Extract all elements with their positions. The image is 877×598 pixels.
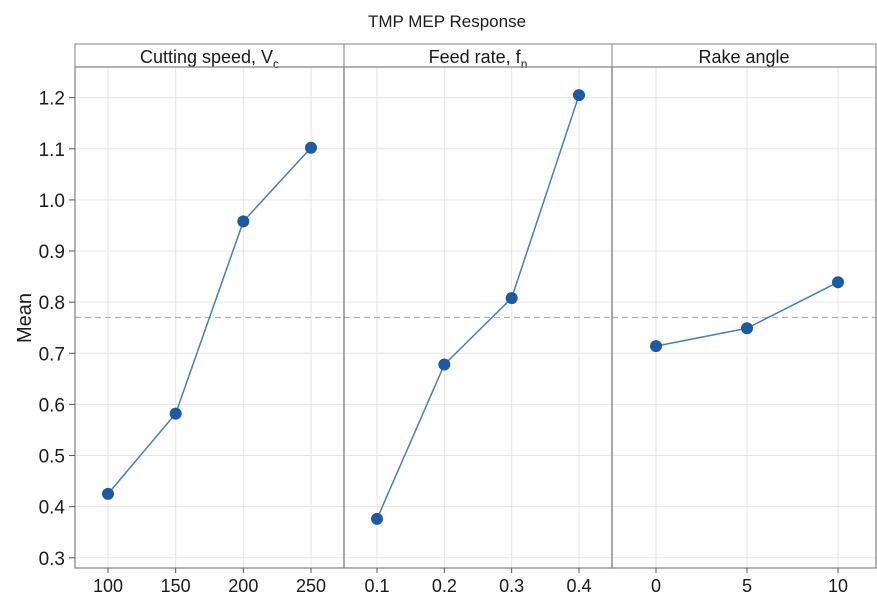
data-point xyxy=(438,358,451,371)
x-tick-label: 0.2 xyxy=(432,576,457,596)
y-tick-label: 1.0 xyxy=(39,191,65,212)
y-tick-label: 0.5 xyxy=(39,447,65,468)
data-point xyxy=(573,89,585,102)
series-line xyxy=(107,147,312,495)
chart-title: TMP MEP Response xyxy=(368,12,526,31)
data-point xyxy=(371,512,383,525)
panel-header-label: Rake angle xyxy=(698,47,789,67)
series-line xyxy=(376,94,580,520)
y-tick-label: 0.6 xyxy=(39,395,65,416)
data-point xyxy=(741,322,753,335)
panel-header-subscript: c xyxy=(273,57,279,71)
x-tick-label: 5 xyxy=(742,576,752,596)
x-tick-label: 0 xyxy=(651,576,661,596)
y-tick-label: 0.7 xyxy=(39,344,65,365)
y-tick-label: 0.8 xyxy=(39,293,65,314)
data-point xyxy=(305,141,317,154)
x-tick-label: 0.4 xyxy=(566,576,591,596)
y-tick-label: 0.3 xyxy=(39,549,65,570)
data-point xyxy=(650,340,662,353)
panel-header-subscript: n xyxy=(521,57,528,71)
y-tick-label: 1.2 xyxy=(39,89,65,110)
panel-header-label: Cutting speed, Vc xyxy=(140,47,279,71)
panel-header-main: Feed rate, f xyxy=(429,47,522,67)
panel-2: Feed rate, fn 0.1 0.2 0.3 0.4 xyxy=(343,43,613,596)
data-point xyxy=(505,292,518,305)
x-tick-label: 10 xyxy=(828,576,848,596)
panel-header-main: Cutting speed, V xyxy=(140,47,273,67)
data-point xyxy=(102,487,114,500)
data-point xyxy=(832,276,844,289)
x-tick-label: 100 xyxy=(93,576,123,596)
panel-frame xyxy=(611,66,877,569)
panel-header-main: Rake angle xyxy=(698,47,789,67)
panel-header-label: Feed rate, fn xyxy=(429,47,528,71)
panel-1: Cutting speed, Vc 100 150 200 250 xyxy=(74,43,345,596)
data-point xyxy=(169,407,182,420)
y-tick-label: 0.4 xyxy=(39,498,66,519)
panel-3: Rake angle 0 5 10 xyxy=(611,43,877,596)
x-tick-label: 0.3 xyxy=(499,576,524,596)
x-tick-label: 0.1 xyxy=(364,576,389,596)
data-point xyxy=(237,215,250,228)
y-tick-label: 0.9 xyxy=(39,242,65,263)
y-axis: 0.3 0.4 0.5 0.6 0.7 0.8 0.9 1.0 1.1 1.2 xyxy=(39,89,75,570)
x-tick-label: 250 xyxy=(296,576,326,596)
x-tick-label: 150 xyxy=(161,576,191,596)
y-axis-label: Mean xyxy=(14,293,36,343)
y-tick-label: 1.1 xyxy=(39,140,65,161)
x-tick-label: 200 xyxy=(228,576,258,596)
